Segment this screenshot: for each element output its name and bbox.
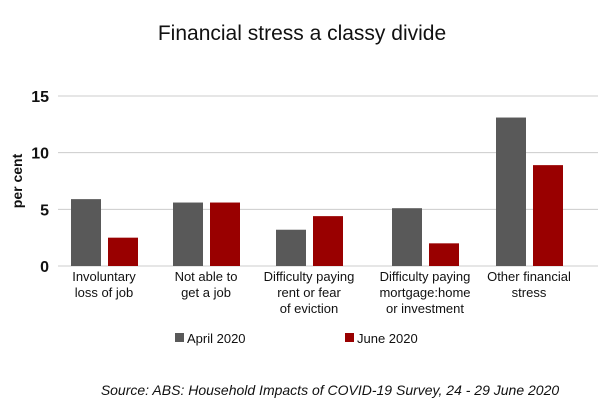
category-label: Not able to: [175, 269, 238, 284]
category-label: get a job: [181, 285, 231, 300]
bar-april-1: [173, 202, 203, 266]
y-axis-label: per cent: [9, 153, 25, 208]
bars: [71, 117, 563, 267]
y-tick-label: 15: [31, 89, 49, 106]
category-label: mortgage:home: [379, 285, 470, 300]
category-label: Involuntary: [72, 269, 136, 284]
category-label: loss of job: [75, 285, 134, 300]
bar-june-4: [533, 165, 563, 266]
legend-swatch-0: [175, 333, 184, 342]
y-tick-labels: 0 5 10 15: [31, 89, 49, 276]
bar-april-2: [276, 229, 306, 266]
category-label: Difficulty paying: [264, 269, 355, 284]
category-label: of eviction: [280, 301, 339, 316]
legend: April 2020 June 2020: [175, 331, 418, 346]
category-label: Difficulty paying: [380, 269, 471, 284]
legend-label-1: June 2020: [357, 331, 418, 346]
bar-june-3: [429, 243, 459, 266]
bar-april-4: [496, 117, 526, 267]
y-tick-label: 10: [31, 146, 49, 163]
chart-title: Financial stress a classy divide: [158, 22, 446, 45]
bar-april-0: [71, 199, 101, 266]
category-label: rent or fear: [277, 285, 341, 300]
source-note: Source: ABS: Household Impacts of COVID-…: [101, 382, 560, 398]
category-label: or investment: [386, 301, 464, 316]
category-label: stress: [512, 285, 547, 300]
bar-june-2: [313, 216, 343, 266]
category-label: Other financial: [487, 269, 571, 284]
bar-april-3: [392, 208, 422, 266]
bar-june-0: [108, 237, 138, 266]
legend-label-0: April 2020: [187, 331, 246, 346]
y-tick-label: 0: [40, 259, 49, 276]
legend-swatch-1: [345, 333, 354, 342]
bar-june-1: [210, 202, 240, 266]
y-tick-label: 5: [40, 202, 49, 219]
